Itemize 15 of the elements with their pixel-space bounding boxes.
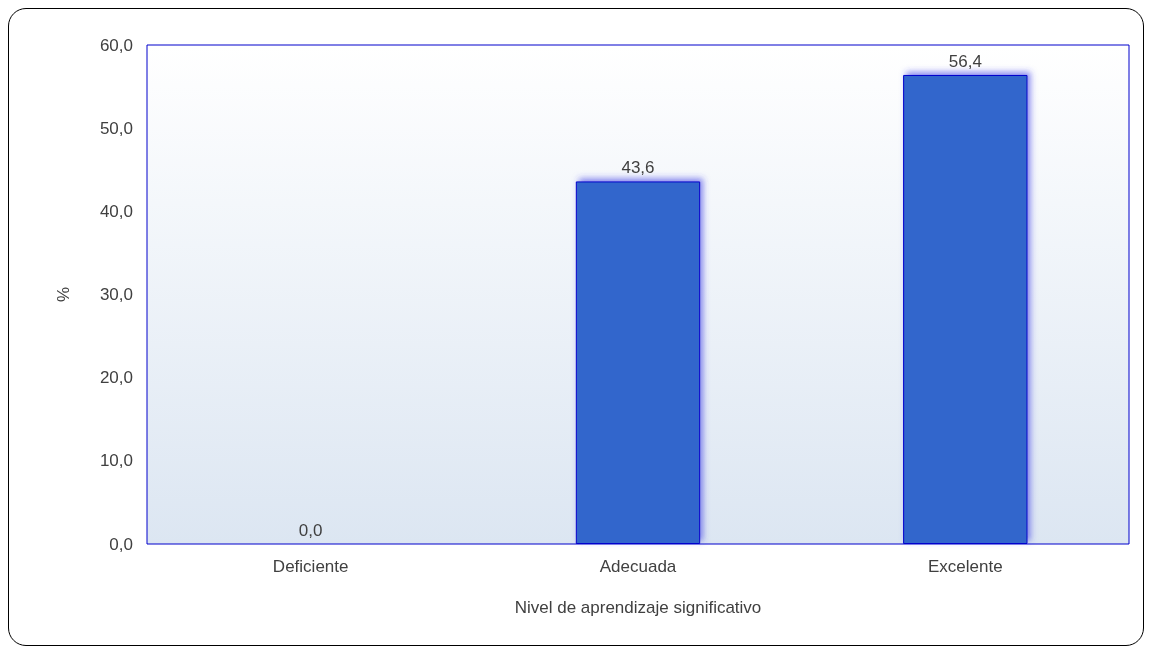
y-tick-label: 60,0: [99, 35, 133, 55]
y-tick-label: 10,0: [99, 451, 133, 471]
data-label: 56,4: [948, 51, 982, 71]
y-tick-label: 40,0: [99, 201, 133, 221]
y-axis-title: %: [54, 286, 73, 303]
data-label: 0,0: [298, 521, 323, 540]
y-tick-label: 30,0: [99, 285, 133, 304]
data-label: 43,6: [621, 158, 655, 178]
y-tick-label: 50,0: [99, 118, 133, 138]
y-tick-label: 20,0: [99, 368, 133, 388]
y-tick-label: 0,0: [109, 534, 133, 554]
x-tick-label: Deficiente: [272, 557, 349, 576]
x-tick-label: Adecuada: [599, 557, 677, 576]
x-tick-label: Excelente: [928, 557, 1003, 576]
x-axis-title: Nivel de aprendizaje significativo: [514, 598, 762, 617]
